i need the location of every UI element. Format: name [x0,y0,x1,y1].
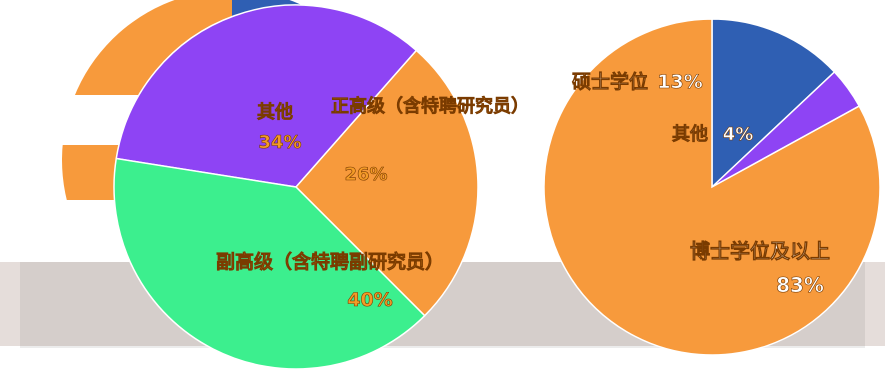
slice-value-label: 26% [344,164,387,185]
slice-value-label: 13% [657,71,702,93]
slice-label: 其他 [257,101,293,123]
pie-chart-title-level: 其他 34% 正高级（含特聘研究员） 26% 副高级（含特聘副研究员） 40% [113,4,529,370]
slice-value-label: 40% [347,289,392,311]
slice-label: 正高级（含特聘研究员） [331,95,529,117]
pie-slice [543,18,881,356]
slice-label: 副高级（含特聘副研究员） [216,250,444,273]
slice-value-label: 34% [258,132,301,153]
pie-chart-degree: 硕士学位 13% 其他 4% 博士学位及以上 83% [543,18,881,356]
slice-label: 硕士学位 [572,70,648,93]
pie-slice [115,4,418,188]
slice-value-label: 4% [723,124,754,145]
slice-label: 其他 [672,123,708,145]
slice-value-label: 83% [776,273,824,297]
pie-slice [711,18,836,189]
pie-slice [294,49,479,317]
slice-label: 博士学位及以上 [690,239,830,263]
pie-slice [113,157,426,370]
